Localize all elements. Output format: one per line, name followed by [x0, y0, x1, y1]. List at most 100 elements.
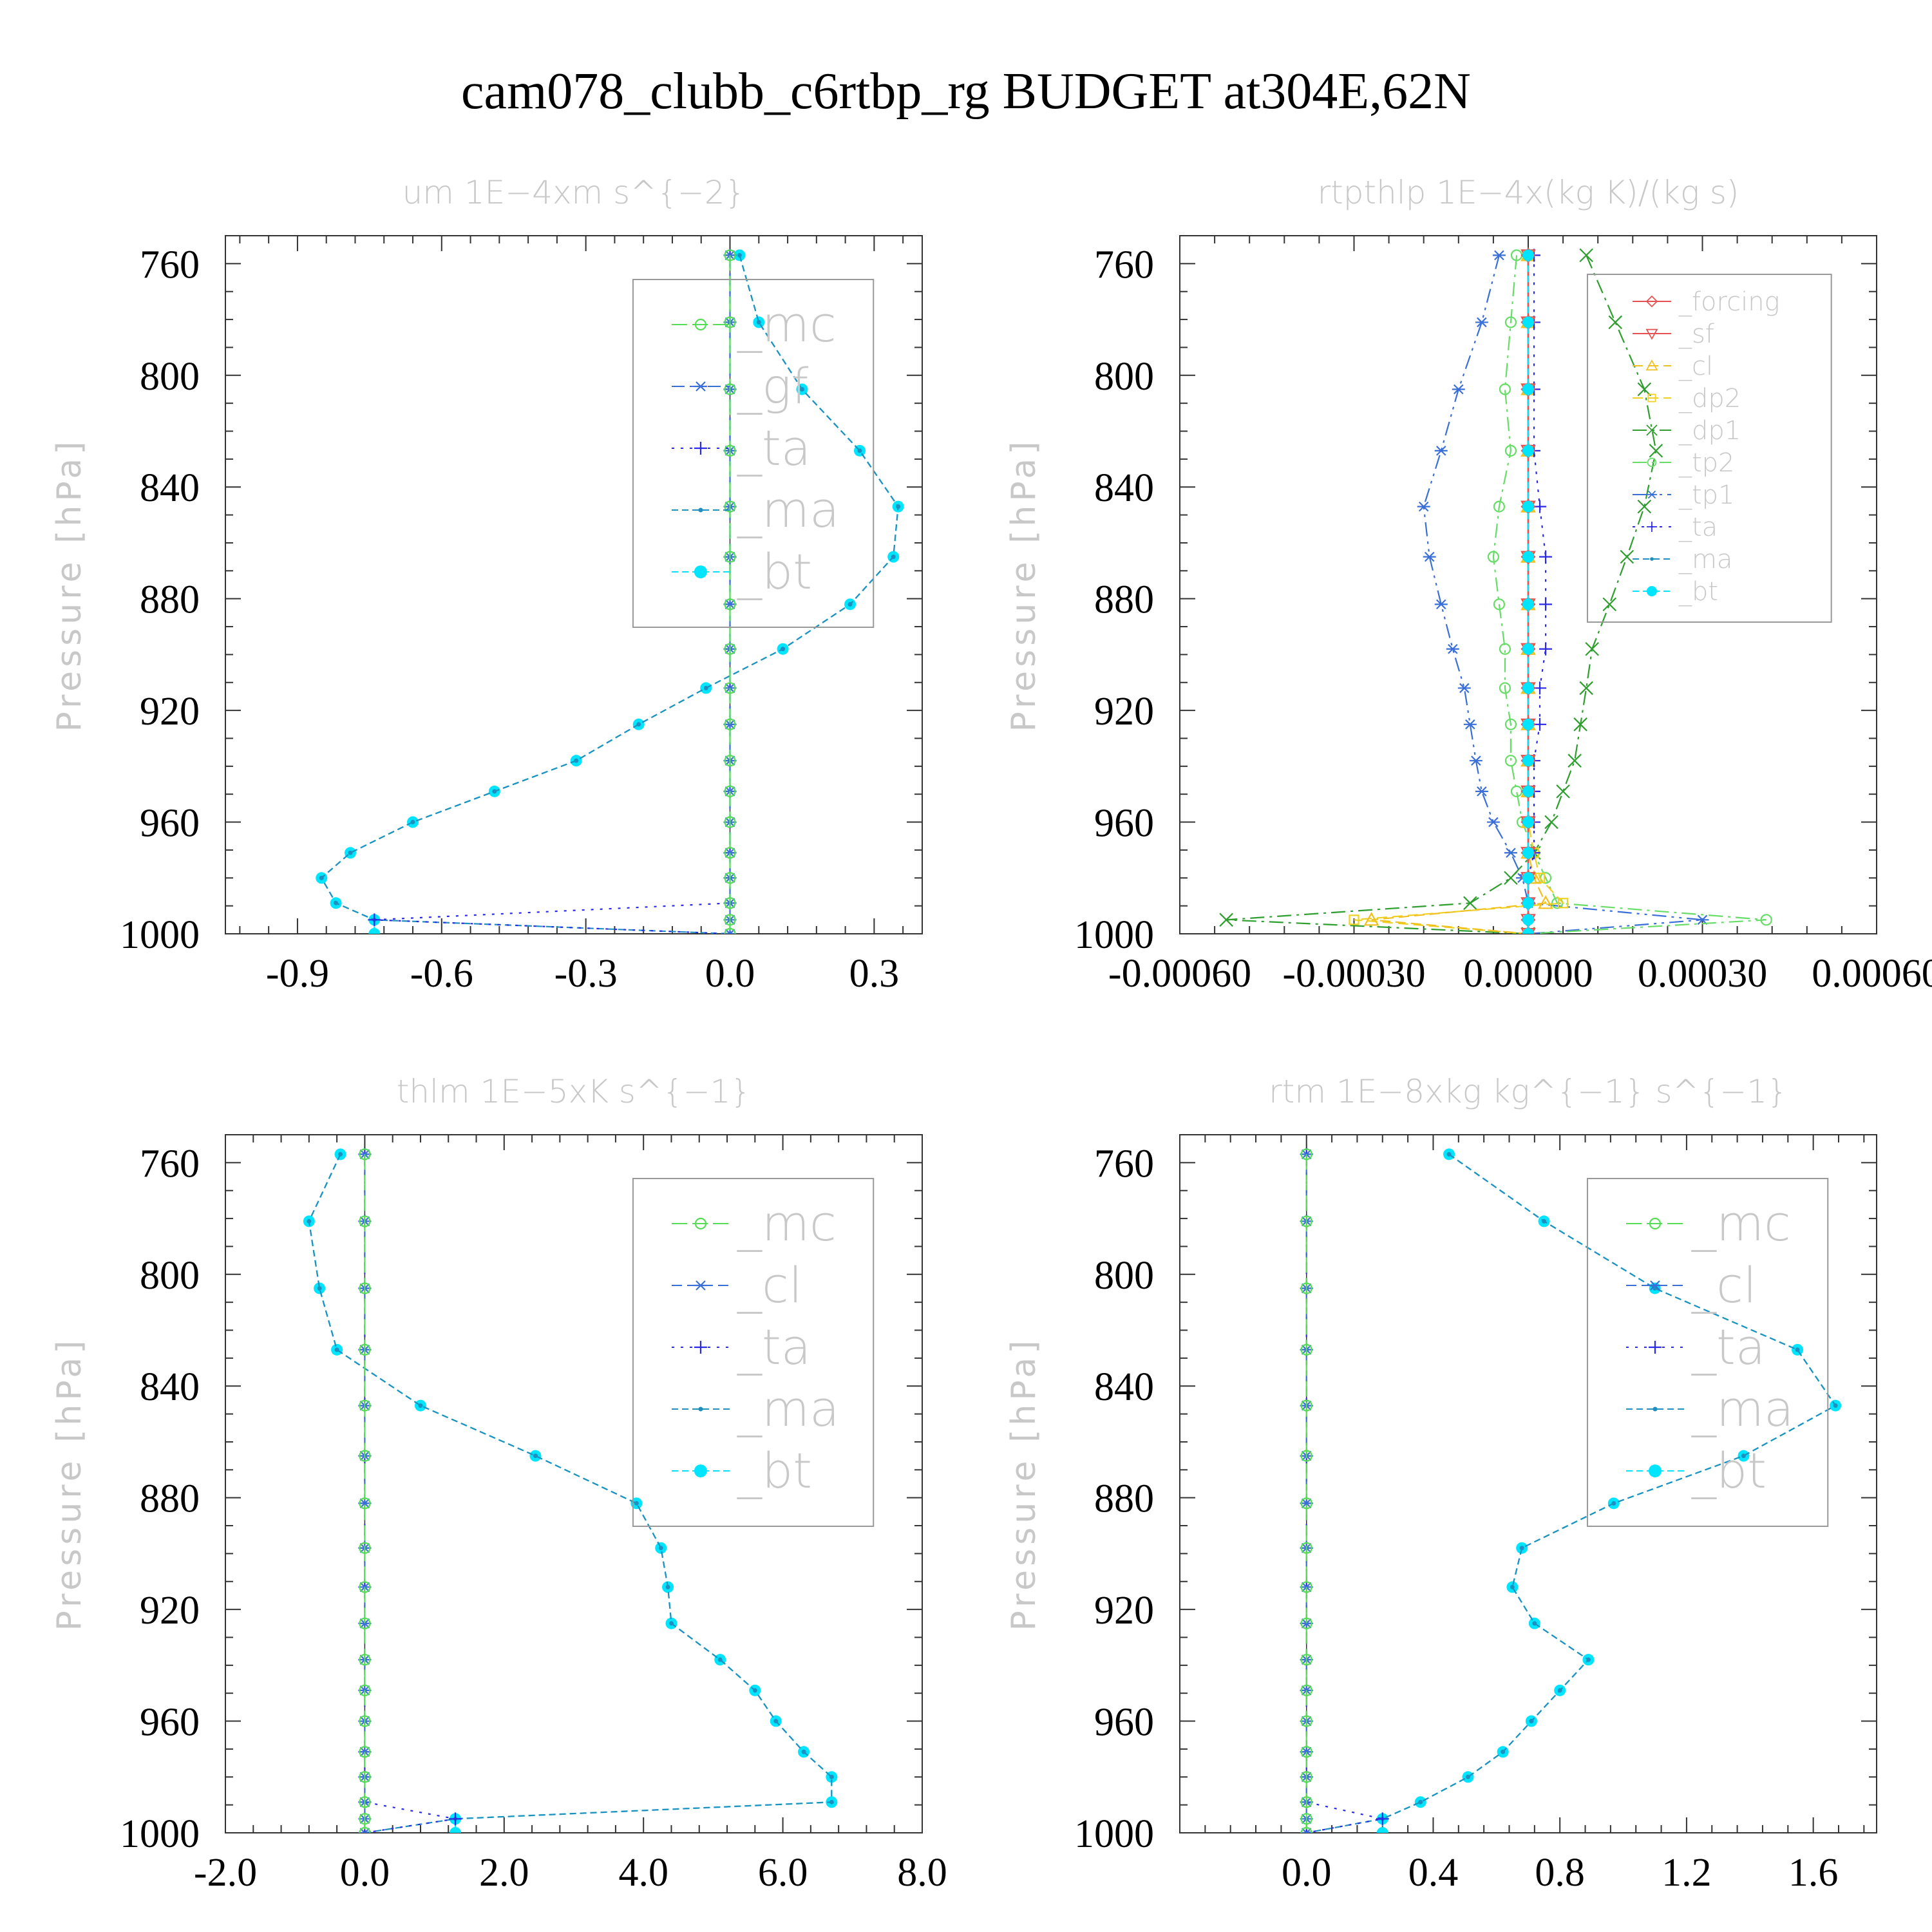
series_ma-point — [334, 900, 339, 905]
legend-item: _mc — [671, 296, 837, 353]
series_cl-point — [358, 1498, 372, 1509]
series_mc-point — [724, 316, 736, 328]
series_ma-point — [829, 1774, 834, 1779]
legend-label: _ta — [737, 1318, 811, 1376]
legend-marker_mc — [694, 1217, 707, 1230]
series_ma-point — [1529, 1719, 1534, 1724]
legend-marker_ma — [1650, 557, 1654, 561]
legend-marker_cl — [1645, 359, 1658, 371]
series_bt-point — [1522, 383, 1534, 395]
legend-marker_cl — [694, 1280, 707, 1291]
y-axis: 760 800 840 880 920 960 1000 — [120, 1134, 922, 1856]
series_dp1-point — [1602, 597, 1617, 612]
y-tick-label: 1000 — [120, 913, 200, 957]
series_mc-point — [724, 816, 736, 828]
x-tick-label: 1.6 — [1788, 1851, 1839, 1895]
y-tick-label: 840 — [1094, 1365, 1154, 1409]
series_ta — [368, 249, 737, 934]
legend-item: _bt — [671, 1442, 812, 1499]
series_mc-point — [724, 643, 736, 655]
legend-label: _ma — [1678, 545, 1732, 574]
series_mc-point — [1300, 1282, 1312, 1294]
legend-label: _tp2 — [1678, 448, 1735, 478]
legend-label: _bt — [1678, 577, 1718, 607]
series_mc-point — [1300, 1215, 1312, 1227]
series_mc-point — [724, 249, 736, 261]
x-tick-label: 0.4 — [1408, 1851, 1459, 1895]
legend-marker_mc — [1649, 1217, 1662, 1230]
series_gf — [723, 250, 737, 934]
series_tp2-point — [1499, 643, 1511, 655]
series_dp1-point — [1219, 913, 1233, 927]
series_bt-point — [1522, 598, 1534, 611]
series-layer — [303, 1148, 838, 1833]
legend-marker_tp1 — [1646, 490, 1657, 499]
series_tp1-point — [1446, 643, 1459, 654]
series_cl-point — [1300, 1747, 1313, 1757]
series_ta-point — [1539, 598, 1553, 611]
y-axis: 760 800 840 880 920 960 1000 — [1074, 235, 1877, 957]
series_gf-point — [723, 719, 737, 730]
y-tick-label: 800 — [1094, 1254, 1154, 1298]
series_ma-point — [319, 875, 324, 880]
series_cl-point — [1300, 1828, 1313, 1833]
series_cl-point — [1363, 912, 1379, 926]
legend-item: _ta — [671, 1318, 811, 1376]
series_dp1-point — [1504, 871, 1518, 886]
legend-item: _forcing — [1632, 287, 1780, 317]
legend: _mc_cl_ta_ma_bt — [1586, 1178, 1829, 1527]
series_ma-line — [1306, 1153, 1837, 1833]
series-layer — [316, 249, 904, 934]
series_bt-point — [1522, 914, 1534, 926]
series_mc-point — [359, 1148, 371, 1160]
series_ma-point — [896, 504, 901, 509]
series_bt-point — [1522, 718, 1534, 730]
series_bt-point — [1522, 551, 1534, 563]
series_ma-point — [1418, 1799, 1423, 1804]
series_ta-line — [1527, 255, 1547, 934]
series_ta-point — [1539, 642, 1553, 656]
legend-label: _mc — [737, 1195, 837, 1252]
y-tick-label: 960 — [140, 1701, 200, 1745]
y-tick-label: 1000 — [120, 1812, 200, 1856]
x-tick-label: -0.00060 — [1108, 952, 1251, 996]
legend-item: _ma — [1632, 545, 1732, 574]
series_bt-point — [1522, 682, 1534, 694]
series_ta-line — [1305, 1154, 1383, 1833]
series_mc-point — [1300, 1399, 1312, 1412]
legend-marker_ma — [698, 1406, 703, 1412]
series_mc-point — [359, 1684, 371, 1696]
x-tick-label: -0.00030 — [1282, 952, 1425, 996]
y-axis: 760 800 840 880 920 960 1000 — [1074, 1134, 1877, 1856]
series_tp1-point — [1475, 786, 1488, 797]
legend-item: _ta — [671, 419, 811, 477]
y-tick-label: 920 — [140, 690, 200, 734]
series_cl-point — [1300, 1498, 1313, 1509]
series_mc-point — [724, 927, 736, 934]
legend-marker_dp2 — [1647, 393, 1656, 402]
x-axis: -2.0 0.0 2.0 4.0 6.0 8.0 — [194, 1135, 947, 1895]
legend-item: _cl — [1632, 352, 1713, 381]
y-tick-label: 760 — [140, 1142, 200, 1186]
series_ma-point — [317, 1285, 322, 1291]
series_mc — [724, 249, 736, 934]
series_tp2-point — [1499, 383, 1511, 395]
series_mc-point — [1300, 1654, 1312, 1666]
series_mc-point — [1300, 1715, 1312, 1727]
chart-panels: um 1E−4xm s^{−2} Pressure [hPa] 760 800 840 8… — [50, 174, 1932, 1895]
series_bt-point — [368, 928, 381, 934]
x-tick-label: 0.0 — [705, 952, 755, 996]
panel-1: um 1E−4xm s^{−2} Pressure [hPa] 760 800 840 8… — [50, 174, 923, 996]
series_mc-point — [359, 1399, 371, 1412]
series_dp2 — [1349, 250, 1569, 934]
series_ma-point — [1542, 1218, 1547, 1224]
y-axis-label: Pressure [hPa] — [50, 438, 89, 732]
legend-label: _bt — [1691, 1442, 1766, 1499]
series_bt-point — [1522, 755, 1534, 767]
series_mc-point — [724, 383, 736, 395]
series_mc — [1300, 1148, 1312, 1833]
legend-item: _bt — [671, 543, 812, 600]
series_cl-point — [358, 1828, 372, 1833]
series_ma-point — [891, 554, 896, 560]
series_mc-point — [1300, 1148, 1312, 1160]
